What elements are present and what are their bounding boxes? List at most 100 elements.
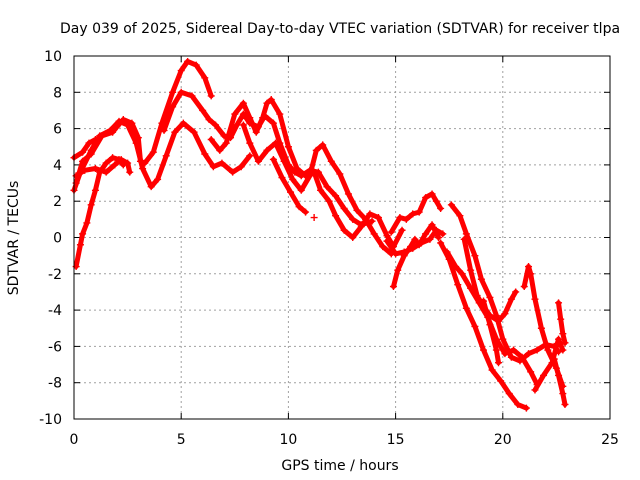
data-point [374,214,382,222]
data-point [340,204,348,212]
data-point [349,234,357,241]
data-point [280,157,288,165]
data-point [540,371,548,379]
data-point [522,404,530,412]
data-point [510,346,518,354]
data-point [501,310,509,318]
data-point [422,230,430,238]
data-point [267,96,275,104]
data-point [111,161,119,169]
data-point [439,230,447,238]
series-line [556,300,568,346]
data-point [102,168,110,176]
data-point [102,159,110,167]
data-point [548,359,556,367]
y-tick-label: 4 [53,158,62,174]
data-point [362,215,370,223]
y-axis-label: SDTVAR / TECUs [6,181,22,296]
satellite-track-18 [480,297,503,367]
data-point [370,230,378,238]
series-line [240,122,394,257]
data-point [357,223,365,231]
data-point [428,221,436,229]
data-point [263,99,271,107]
satellite-track-8 [239,121,395,258]
satellite-track-21 [555,299,569,347]
data-point [379,243,387,251]
data-point [177,88,185,96]
data-point [239,99,247,107]
satellite-track-22 [531,335,567,394]
data-point [387,228,395,236]
satellite-track-5 [72,154,127,271]
satellite-track-6 [160,88,376,229]
data-point [537,324,545,332]
data-point [269,119,277,127]
data-point [312,146,320,154]
x-tick-label: 10 [279,432,297,448]
data-point [456,212,464,220]
data-point [306,172,314,180]
x-tick-label: 15 [387,432,405,448]
data-point [272,139,280,147]
y-tick-label: 2 [53,194,62,210]
data-point [231,110,239,118]
data-point [91,165,99,173]
data-point [295,203,303,211]
data-point [559,390,567,398]
y-tick-label: 0 [53,231,62,247]
data-point [323,183,331,191]
data-point [87,201,95,209]
y-tick-label: -4 [48,303,62,319]
data-point [447,201,455,209]
grid [74,56,610,419]
data-point [259,114,267,122]
data-point [79,157,87,165]
data-point [499,335,507,343]
data-point [252,128,260,136]
data-point [207,135,215,143]
data-point [119,161,127,169]
data-point [325,197,333,205]
data-point [254,157,262,165]
data-point [139,165,147,173]
data-point [340,226,348,234]
data-point [467,266,475,274]
data-point [79,230,87,238]
data-point [557,315,565,323]
data-point [85,139,93,147]
data-point [349,215,357,223]
data-point [284,143,292,151]
data-point [495,359,503,367]
data-point [302,208,310,216]
data-point [415,208,423,216]
data-point [209,163,217,171]
data-point [415,241,423,249]
series-line [208,97,405,250]
data-point [79,148,87,156]
data-point [426,235,434,243]
data-point [428,190,436,198]
data-point [109,154,117,162]
data-point [394,266,402,274]
data-point [555,299,563,307]
data-point [171,128,179,136]
data-point [192,61,200,69]
data-point [87,150,95,158]
data-point [184,57,192,65]
data-point [91,186,99,194]
data-point [332,192,340,200]
data-point [561,400,569,408]
data-point [177,67,185,75]
series-line [481,298,501,366]
y-tick-label: -10 [39,412,62,428]
data-point [462,230,470,238]
data-point [392,250,400,258]
satellite-track-12 [387,190,445,236]
satellite-track-7 [207,96,406,251]
data-point [507,295,515,303]
data-point [201,150,209,158]
data-point [555,335,563,343]
data-point [437,239,445,247]
